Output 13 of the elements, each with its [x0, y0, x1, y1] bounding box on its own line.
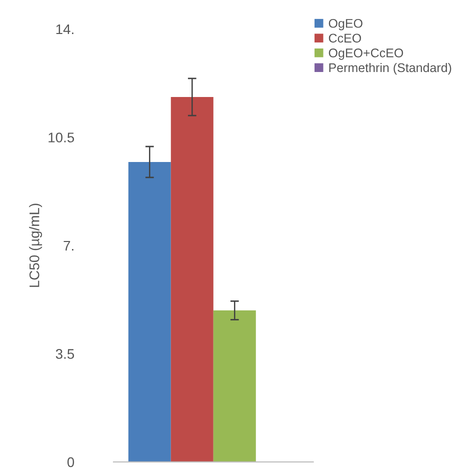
y-tick-label: 3.5 — [56, 349, 74, 359]
legend-label: Permethrin (Standard) — [329, 62, 452, 75]
y-tick-label: 14. — [56, 24, 74, 34]
bar — [128, 162, 171, 462]
legend-label: CcEO — [328, 34, 362, 43]
y-tick-label: 7. — [64, 240, 74, 250]
bar — [213, 310, 256, 462]
bar — [170, 97, 214, 462]
y-tick-label: 10.5 — [48, 132, 74, 142]
y-axis-title: LC50 (µg/mL) — [29, 204, 42, 287]
legend-label: OgEO+CcEO — [328, 48, 404, 60]
y-tick-label: 0 — [67, 457, 74, 468]
legend-label: OgEO — [328, 18, 362, 30]
